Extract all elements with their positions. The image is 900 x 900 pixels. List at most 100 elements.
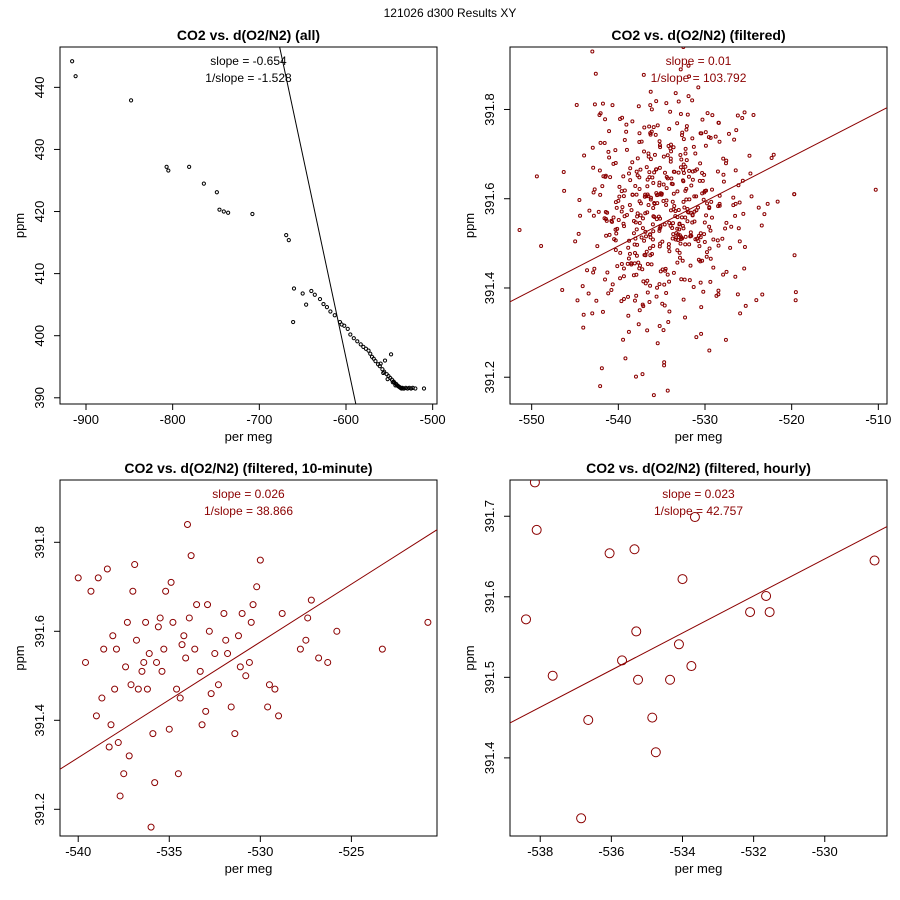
data-point [621, 266, 626, 271]
data-point [617, 184, 622, 189]
data-point [754, 298, 759, 303]
slope-annotation: slope = -0.654 [210, 54, 287, 68]
data-point [242, 672, 250, 680]
data-point [256, 556, 264, 564]
data-point [677, 250, 682, 255]
data-point [702, 239, 707, 244]
data-point [600, 184, 605, 189]
y-tick-label: 391.4 [482, 272, 497, 305]
data-point [637, 186, 642, 191]
data-point [224, 650, 232, 658]
data-point [677, 222, 682, 227]
data-point [156, 614, 164, 622]
data-point [562, 188, 567, 193]
data-point [637, 221, 642, 226]
data-point [690, 220, 695, 225]
data-point [626, 245, 631, 250]
data-point [577, 198, 582, 203]
data-point [226, 210, 231, 215]
data-point [666, 144, 671, 149]
data-point [683, 315, 688, 320]
chart-panel-3: CO2 vs. d(O2/N2) (filtered, 10-minute) -5… [12, 460, 438, 876]
data-point [539, 243, 544, 248]
data-point [621, 194, 626, 199]
data-point [672, 169, 677, 174]
data-point [643, 253, 648, 258]
data-point [681, 297, 686, 302]
data-point [682, 277, 687, 282]
data-point [630, 160, 635, 165]
data-point [626, 171, 631, 176]
slope-annotation: slope = 0.023 [662, 487, 735, 501]
x-tick-label: -700 [246, 412, 272, 427]
data-point [610, 103, 615, 108]
data-point [692, 194, 697, 199]
data-point [626, 313, 631, 318]
data-point [647, 170, 652, 175]
data-point [756, 205, 761, 210]
data-point [735, 292, 740, 297]
data-point [657, 143, 662, 148]
data-point [271, 685, 279, 693]
data-point [723, 161, 728, 166]
data-point [581, 312, 586, 317]
data-point [634, 227, 639, 232]
data-point [300, 291, 305, 296]
data-point [713, 134, 718, 139]
y-tick-label: 391.2 [32, 793, 47, 826]
data-point [664, 175, 669, 180]
data-point [596, 209, 601, 214]
data-point [619, 299, 624, 304]
data-point [664, 203, 669, 208]
data-point [664, 186, 669, 191]
data-point [668, 208, 673, 213]
data-point [698, 161, 703, 166]
data-point [646, 203, 651, 208]
x-tick-label: -900 [73, 412, 99, 427]
data-point [622, 138, 627, 143]
data-point [637, 308, 642, 313]
data-point [662, 170, 667, 175]
data-point [792, 192, 797, 197]
data-point [699, 331, 704, 336]
data-point [733, 168, 738, 173]
data-point [651, 125, 656, 130]
data-point [361, 344, 366, 349]
data-point [689, 512, 700, 523]
data-point [793, 290, 798, 295]
data-point [686, 661, 697, 672]
data-point [632, 242, 637, 247]
y-tick-label: 410 [32, 263, 47, 285]
y-tick-label: 391.6 [482, 182, 497, 215]
data-point [610, 219, 615, 224]
data-point [586, 291, 591, 296]
data-point [641, 279, 646, 284]
data-point [178, 641, 186, 649]
data-point [348, 332, 353, 337]
data-point [664, 101, 669, 106]
data-point [619, 209, 624, 214]
data-point [599, 366, 604, 371]
data-point [731, 195, 736, 200]
inverse-slope-annotation: 1/slope = 42.757 [654, 504, 743, 518]
x-tick-label: -520 [779, 412, 805, 427]
data-point [265, 681, 273, 689]
data-point [180, 632, 188, 640]
data-point [650, 222, 655, 227]
data-point [627, 203, 632, 208]
data-point [671, 232, 676, 237]
data-point [687, 74, 692, 79]
data-point [708, 256, 713, 261]
data-point [220, 610, 228, 617]
data-point [636, 322, 641, 327]
data-point [217, 207, 222, 212]
data-point [616, 198, 621, 203]
data-point [328, 309, 333, 314]
data-point [151, 779, 159, 787]
data-point [644, 249, 649, 254]
data-point [185, 614, 193, 622]
data-point [198, 721, 206, 729]
data-point [695, 236, 700, 241]
data-point [355, 339, 360, 344]
data-point [673, 208, 678, 213]
